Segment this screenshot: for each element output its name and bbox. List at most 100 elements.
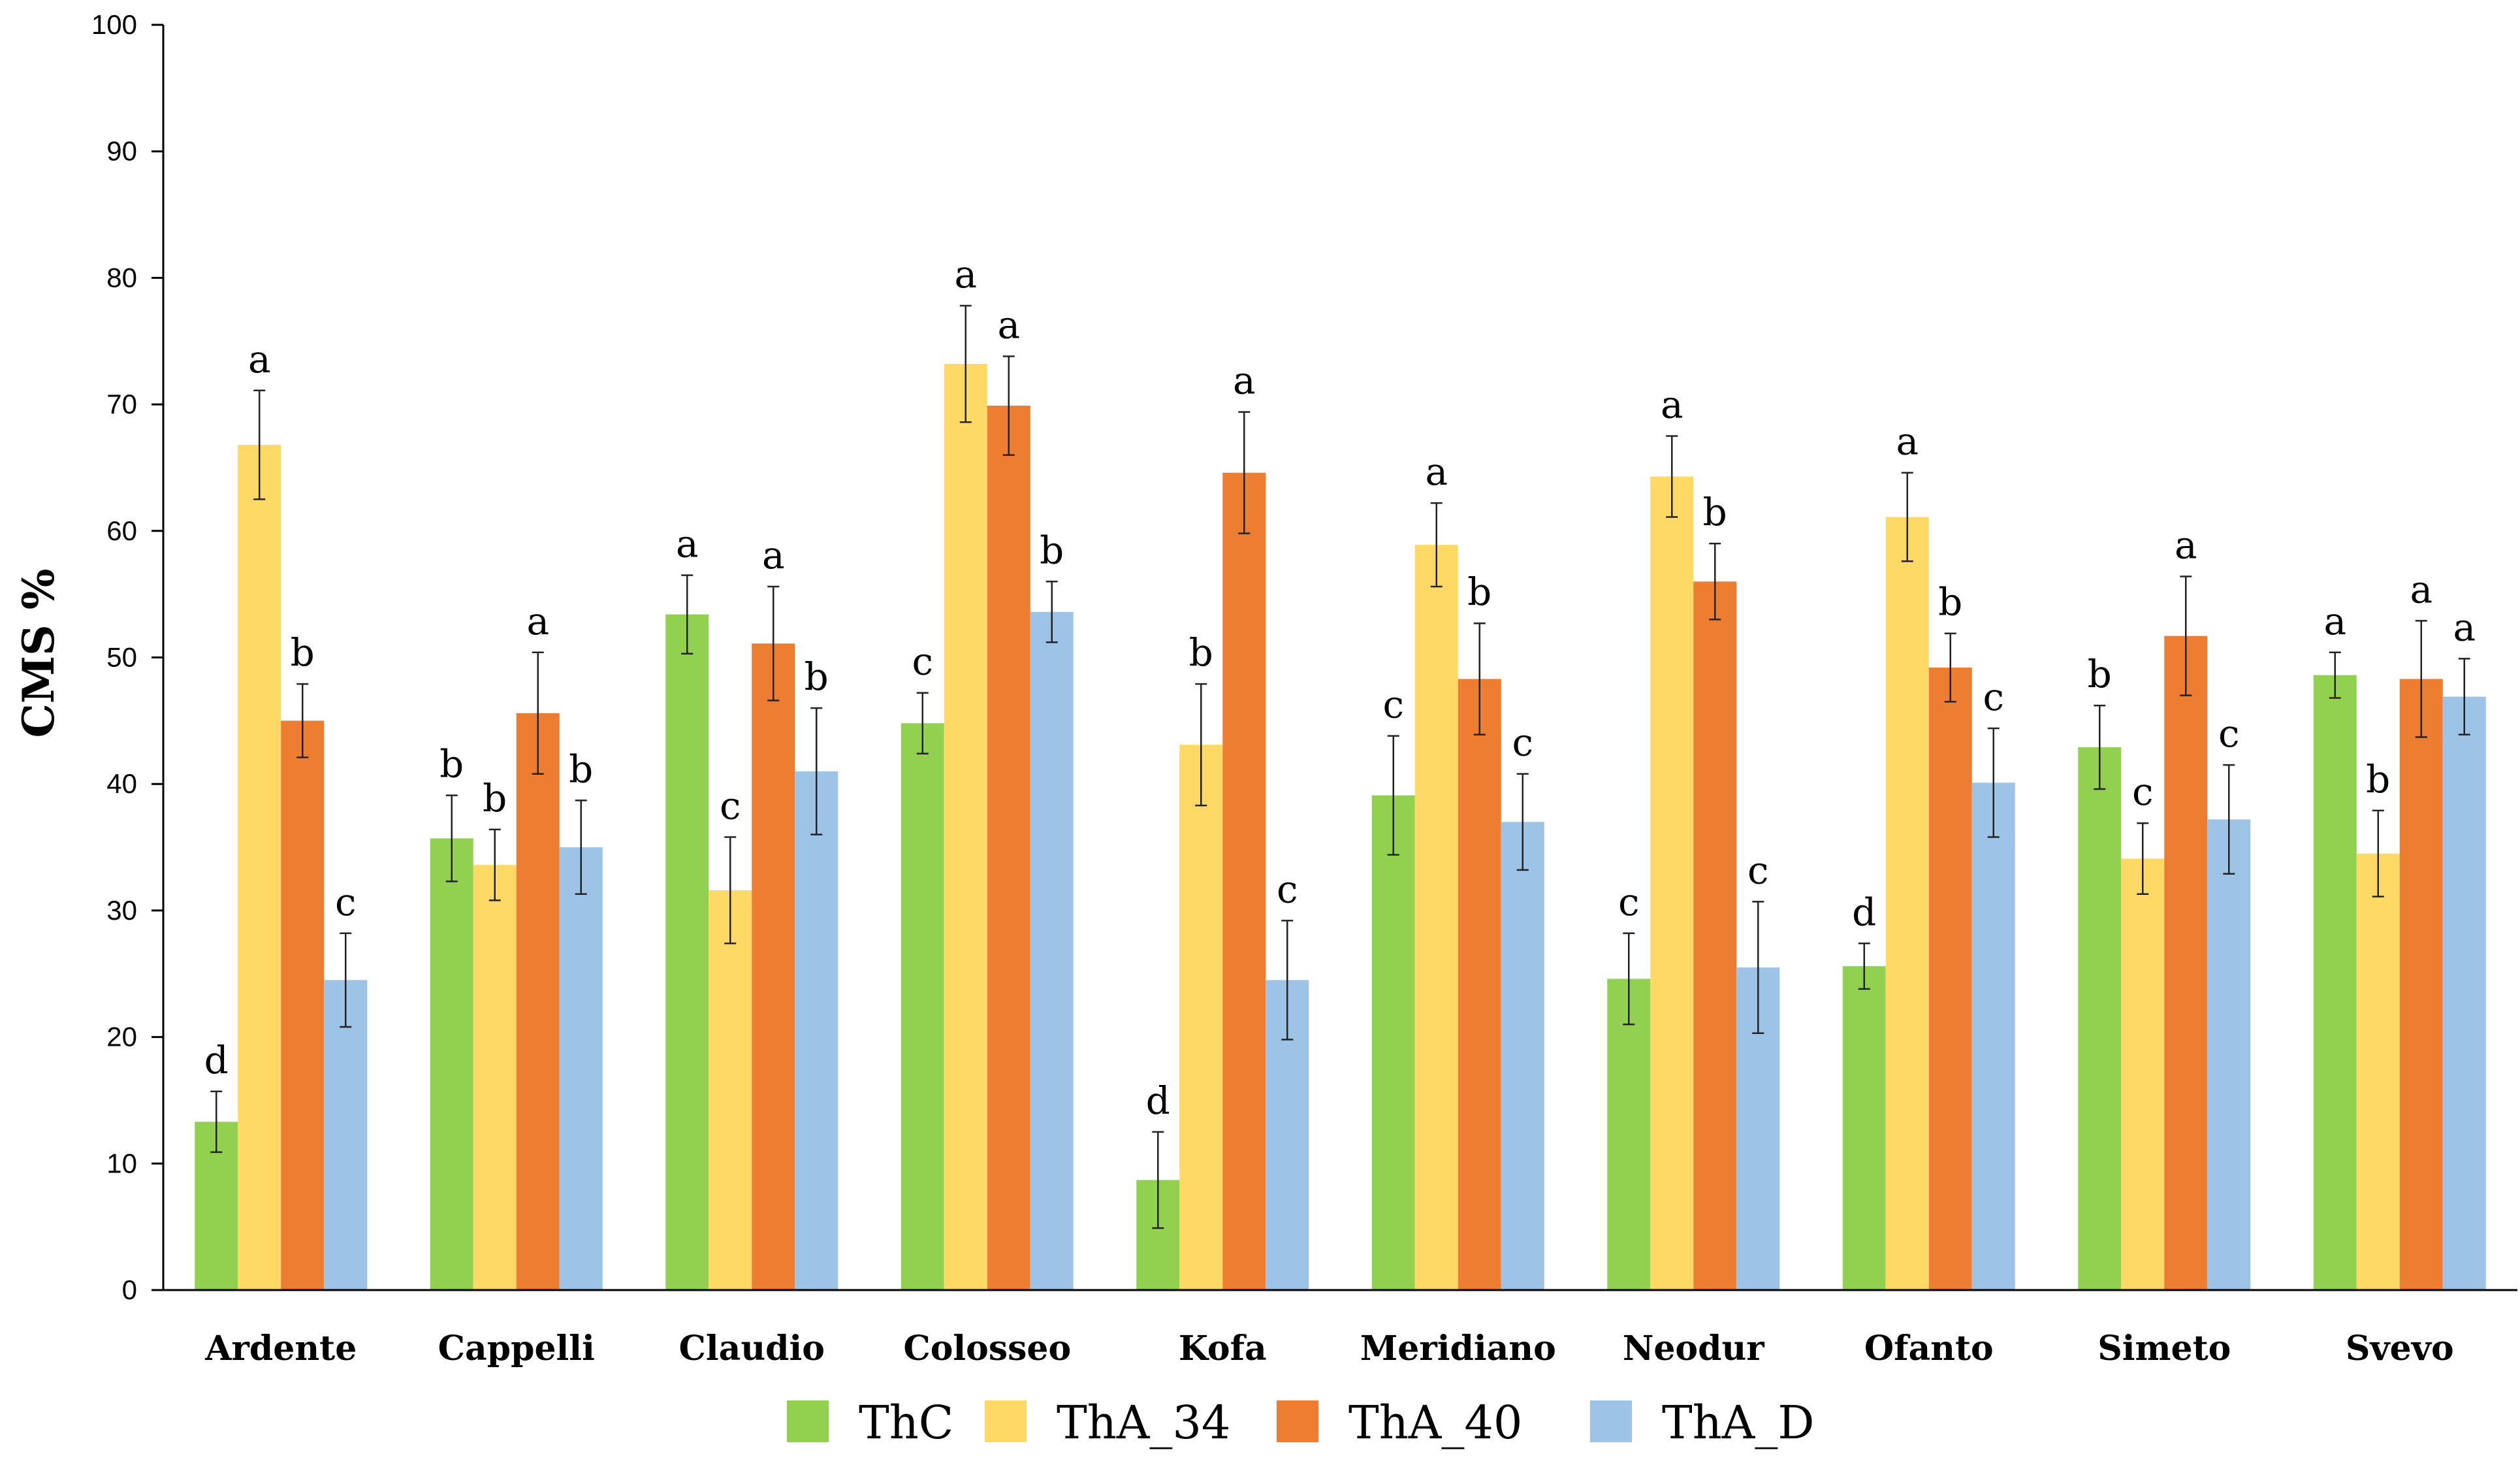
significance-letter: a — [997, 302, 1020, 347]
error-bars — [210, 304, 2470, 1229]
legend: ThC ThA_34 ThA_40 ThA_D — [787, 1396, 1814, 1449]
bar-tha-40 — [1928, 667, 1972, 1290]
bar-tha-34 — [1179, 745, 1223, 1290]
significance-letter: a — [762, 533, 785, 577]
significance-letter: b — [805, 655, 829, 699]
y-tick-label: 20 — [106, 1022, 137, 1052]
significance-letter: a — [1896, 419, 1919, 464]
bar-tha-34 — [944, 364, 987, 1291]
bar-tha-40 — [1222, 472, 1266, 1290]
bar-thc — [430, 838, 473, 1290]
bar-thc — [901, 723, 944, 1290]
significance-letter: b — [2088, 652, 2112, 696]
legend-label: ThC — [859, 1396, 953, 1449]
significance-letter: b — [2366, 757, 2390, 801]
bar-thc — [1842, 966, 1886, 1290]
significance-letter: a — [1233, 359, 1256, 403]
significance-letter: a — [1425, 449, 1448, 494]
y-tick-label: 40 — [106, 768, 137, 799]
significance-letter: d — [204, 1038, 229, 1082]
bar-tha-d — [795, 771, 838, 1290]
significance-letter: c — [1983, 675, 2004, 719]
bar-tha-34 — [473, 865, 517, 1290]
x-category-label: Neodur — [1623, 1329, 1764, 1368]
bar-thc — [665, 614, 709, 1290]
significance-letter: c — [2218, 711, 2239, 756]
significance-letter: a — [2453, 605, 2476, 649]
bar-tha-34 — [2121, 858, 2165, 1290]
bar-tha-40 — [516, 713, 560, 1290]
significance-letter: b — [1189, 630, 1213, 675]
y-tick-label: 30 — [106, 895, 137, 926]
y-tick-label: 80 — [106, 262, 137, 293]
y-tick-label: 90 — [106, 136, 137, 167]
significance-letter: c — [1747, 848, 1768, 892]
bar-tha-40 — [2399, 679, 2443, 1290]
bar-thc — [1371, 795, 1415, 1290]
bar-tha-34 — [2356, 853, 2400, 1290]
legend-swatch-tha-40 — [1277, 1400, 1318, 1442]
bar-tha-40 — [987, 406, 1030, 1290]
bar-tha-d — [324, 980, 368, 1290]
significance-letter: a — [2323, 599, 2346, 643]
y-tick-label: 0 — [122, 1274, 137, 1305]
significance-letter: a — [676, 522, 699, 566]
y-tick-label: 10 — [106, 1148, 137, 1178]
significance-letter: a — [2175, 523, 2197, 568]
significance-letter: a — [1661, 383, 1683, 427]
bar-tha-40 — [2164, 636, 2208, 1290]
bar-tha-d — [1971, 783, 2015, 1290]
legend-label: ThA_34 — [1057, 1396, 1230, 1449]
bar-tha-d — [1501, 822, 1544, 1290]
significance-letter: a — [2410, 567, 2432, 611]
x-category-label: Kofa — [1179, 1329, 1267, 1368]
bar-tha-34 — [709, 890, 752, 1290]
significance-letter: b — [1040, 528, 1064, 572]
bar-tha-40 — [1693, 581, 1737, 1290]
significance-letter: a — [248, 337, 271, 381]
significance-letter: c — [1618, 880, 1639, 924]
x-axis: Ardente Cappelli Claudio Colosseo Kofa Meridi… — [163, 1289, 2517, 1368]
y-tick-label: 100 — [91, 9, 137, 40]
bar-tha-d — [1030, 611, 1074, 1290]
significance-letter: a — [526, 599, 549, 643]
legend-swatch-tha-d — [1590, 1400, 1632, 1442]
significance-letter: b — [483, 776, 507, 820]
y-tick-label: 70 — [106, 389, 137, 419]
bar-tha-d — [2442, 696, 2486, 1290]
y-axis: 0 10 20 30 40 50 60 70 80 90 100 — [91, 9, 165, 1305]
bar-tha-d — [559, 847, 603, 1290]
significance-letter: b — [569, 747, 593, 791]
y-tick-label: 60 — [106, 515, 137, 546]
bar-tha-40 — [281, 720, 325, 1290]
significance-letter: b — [439, 742, 464, 786]
significance-letter: b — [291, 630, 315, 675]
legend-swatch-tha-34 — [985, 1400, 1027, 1442]
significance-letter: c — [1277, 867, 1298, 911]
legend-label: ThA_D — [1662, 1396, 1814, 1449]
x-category-label: Meridiano — [1360, 1329, 1556, 1368]
bar-thc — [2078, 747, 2122, 1290]
bar-tha-34 — [1885, 517, 1929, 1291]
x-category-label: Ofanto — [1864, 1329, 1994, 1368]
legend-label: ThA_40 — [1348, 1396, 1522, 1449]
significance-letter: d — [1146, 1078, 1170, 1123]
y-axis-title: CMS % — [13, 569, 64, 738]
legend-swatch-thc — [787, 1400, 829, 1442]
bar-tha-34 — [1650, 476, 1694, 1290]
x-category-label: Svevo — [2346, 1329, 2454, 1368]
significance-letter: b — [1938, 580, 1962, 624]
significance-letter: c — [1512, 720, 1533, 765]
bar-tha-40 — [1458, 679, 1501, 1290]
significance-letter: c — [912, 639, 933, 684]
significance-letter: c — [335, 880, 356, 924]
significance-letter: c — [720, 784, 741, 828]
bars — [195, 364, 2486, 1291]
x-category-label: Cappelli — [438, 1329, 595, 1368]
y-tick-label: 50 — [106, 642, 137, 673]
bar-tha-40 — [752, 643, 795, 1290]
x-category-label: Simeto — [2097, 1329, 2231, 1368]
significance-letter: a — [954, 252, 977, 297]
